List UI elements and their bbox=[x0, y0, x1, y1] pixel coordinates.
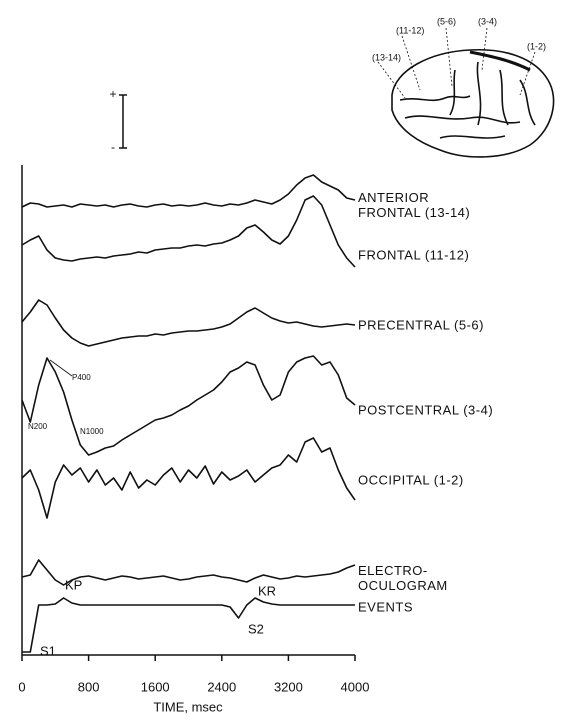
annotation: N1000 bbox=[80, 427, 104, 436]
figure: + - (13-14) (11-12) (5-6) (3-4) (1-2) TI… bbox=[0, 0, 572, 725]
x-tick-label: 0 bbox=[18, 679, 25, 694]
brain-label: (11-12) bbox=[396, 25, 424, 35]
brain-label: (13-14) bbox=[372, 52, 401, 62]
annotation: KR bbox=[258, 583, 276, 598]
series-label: OCCIPITAL (1-2) bbox=[358, 473, 558, 488]
annotation: P400 bbox=[72, 373, 91, 382]
chart: + - (13-14) (11-12) (5-6) (3-4) (1-2) TI… bbox=[0, 0, 572, 725]
series-label: ELECTRO-OCULOGRAM bbox=[358, 563, 468, 593]
annotation: S2 bbox=[248, 621, 264, 636]
annotation: KP bbox=[65, 577, 82, 592]
trace bbox=[22, 300, 355, 346]
x-tick-label: 800 bbox=[78, 679, 100, 694]
brain-label: (3-4) bbox=[478, 16, 497, 26]
trace bbox=[22, 175, 355, 207]
trace bbox=[22, 356, 355, 455]
brain-drawing bbox=[392, 50, 554, 157]
trace bbox=[22, 438, 355, 518]
x-tick-label: 3200 bbox=[274, 679, 303, 694]
trace bbox=[22, 598, 355, 652]
calibration-label: - bbox=[111, 140, 115, 154]
brain-label: (1-2) bbox=[527, 41, 546, 51]
series-label: POSTCENTRAL (3-4) bbox=[358, 403, 558, 418]
calibration-label: + bbox=[109, 87, 116, 101]
series-label: PRECENTRAL (5-6) bbox=[358, 318, 558, 333]
x-tick-label: 2400 bbox=[207, 679, 236, 694]
series-label: EVENTS bbox=[358, 600, 558, 615]
annotation: N200 bbox=[28, 422, 48, 431]
x-tick-label: 4000 bbox=[341, 679, 370, 694]
series-label: ANTERIOR FRONTAL (13-14) bbox=[358, 190, 488, 220]
annotation: S1 bbox=[40, 643, 56, 658]
x-axis-title: TIME, msec bbox=[153, 699, 223, 714]
x-tick-label: 1600 bbox=[141, 679, 170, 694]
series-label: FRONTAL (11-12) bbox=[358, 248, 558, 263]
brain-label: (5-6) bbox=[437, 16, 456, 26]
